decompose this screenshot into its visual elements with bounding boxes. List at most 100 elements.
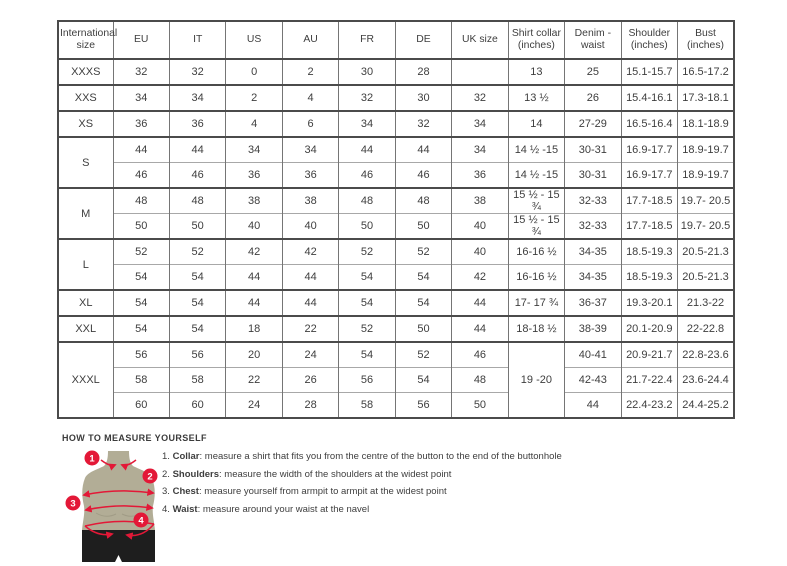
size-value-cell: 48	[394, 187, 453, 214]
size-value-cell: 14 ½ -15	[507, 136, 566, 163]
table-row: XXL 54 54 18 22 52 50 44 18-18 ½ 38-39 20.1-20.9 22…	[57, 315, 735, 342]
table-row: XXS 34 34 2 4 32 30 32 13 ½ 26 15.4-16.1 17.3-18.1	[57, 84, 735, 111]
size-value-cell: 30	[338, 58, 396, 85]
size-value-cell: 16-16 ½	[507, 264, 566, 290]
size-value-cell: 46	[451, 341, 509, 368]
size-value-cell: 44	[394, 136, 453, 163]
size-value-cell: 32	[112, 58, 170, 85]
size-value-cell: 40-41	[564, 341, 622, 368]
size-value-cell: 26	[564, 84, 622, 111]
measure-instruction-chest: 3. Chest: measure yourself from armpit t…	[162, 483, 562, 501]
size-value-cell: 54	[112, 264, 170, 290]
size-value-cell: 60	[112, 392, 170, 418]
size-value-cell: 54	[112, 289, 170, 316]
measure-instruction-shoulders: 2. Shoulders: measure the width of the s…	[162, 466, 562, 484]
measure-heading: HOW TO MEASURE YOURSELF	[62, 433, 207, 443]
column-header: DE	[394, 20, 453, 60]
size-value-cell	[451, 58, 509, 85]
table-row: XXXL 56 56 20 24 54 52 46 19 -20 40-41 20.9-21.7 22…	[57, 341, 735, 418]
instruction-term: Waist	[172, 503, 198, 515]
size-value-cell: 25	[564, 58, 622, 85]
size-value-cell: 50	[451, 392, 509, 418]
size-value-cell: 50	[168, 213, 227, 239]
column-header: Bust (inches)	[677, 20, 735, 60]
instruction-term: Shoulders	[172, 468, 220, 480]
size-table-body: XXXS 32 32 0 2 30 28 13 25 15.1-15.7 16.5-17.2 XXS 3…	[57, 58, 735, 418]
size-value-cell: 36	[225, 162, 283, 188]
intl-size-cell: XL	[57, 289, 114, 316]
size-value-cell: 20.5-21.3	[677, 238, 735, 265]
size-value-cell: 34-35	[564, 238, 622, 265]
size-value-cell: 50	[112, 213, 170, 239]
intl-size-cell: XXXS	[57, 58, 114, 85]
size-value-cell: 20	[225, 341, 283, 368]
size-value-cell: 32	[394, 110, 453, 137]
size-value-cell: 42	[451, 264, 509, 290]
size-value-cell: 48	[168, 187, 227, 214]
intl-size-cell: XXS	[57, 84, 114, 111]
size-value-cell: 24	[225, 392, 283, 418]
size-value-cell: 16.5-16.4	[620, 110, 679, 137]
size-value-cell: 2	[281, 58, 340, 85]
size-value-cell: 54	[338, 341, 396, 368]
size-value-cell: 40	[225, 213, 283, 239]
size-value-cell: 0	[225, 58, 283, 85]
size-value-cell: 36	[451, 162, 509, 188]
size-value-cell: 40	[451, 213, 509, 239]
table-row: S 44 44 34 34 44 44 34 14 ½ -15 30-31 16.9-17.7 18.…	[57, 136, 735, 188]
instruction-text: : measure around your waist at the navel	[197, 503, 370, 515]
size-value-cell: 18	[225, 315, 283, 342]
size-value-cell: 44	[338, 136, 396, 163]
size-value-cell: 46	[394, 162, 453, 188]
measure-instructions: 1. Collar: measure a shirt that fits you…	[162, 448, 562, 518]
size-value-cell: 46	[168, 162, 227, 188]
size-value-cell: 4	[281, 84, 340, 111]
size-value-cell: 32	[338, 84, 396, 111]
size-value-cell: 44	[168, 136, 227, 163]
table-row: 50 50 40 40 50 50 40 15 ½ - 15 ¾ 32-33 17.7-18.5 1…	[58, 213, 735, 239]
size-chart-table: International size EU IT US AU FR DE UK size Shi…	[57, 20, 735, 419]
size-value-cell: 16.9-17.7	[620, 162, 679, 188]
size-value-cell: 24.4-25.2	[677, 392, 735, 418]
size-value-cell: 30-31	[564, 136, 622, 163]
size-value-cell: 54	[394, 289, 453, 316]
instruction-term: Collar	[172, 451, 200, 462]
size-value-cell: 48	[112, 187, 170, 214]
size-value-cell: 34	[281, 136, 340, 163]
intl-size-cell: S	[57, 136, 114, 188]
size-value-cell: 22-22.8	[677, 315, 735, 342]
instruction-number: 1.	[162, 451, 170, 462]
column-header: International size	[57, 20, 117, 60]
column-header: Denim - waist	[564, 20, 622, 60]
size-value-cell: 18-18 ½	[507, 315, 566, 342]
size-value-cell: 17.7-18.5	[620, 187, 679, 214]
size-value-cell: 17.7-18.5	[620, 213, 679, 239]
column-header: UK size	[451, 20, 509, 60]
size-value-cell: 52	[112, 238, 170, 265]
table-row: XS 36 36 4 6 34 32 34 14 27-29 16.5-16.4 18.1-18.9	[57, 110, 735, 137]
size-value-cell: 44	[451, 289, 509, 316]
size-value-cell: 40	[451, 238, 509, 265]
size-value-cell: 20.9-21.7	[620, 341, 679, 368]
instruction-number: 3.	[162, 486, 170, 497]
marker-2-number: 2	[147, 471, 152, 482]
size-value-cell: 34	[451, 136, 509, 163]
size-value-cell: 44	[225, 289, 283, 316]
size-value-cell: 28	[281, 392, 340, 418]
mannequin-figure: 1 2 3 4	[65, 450, 158, 562]
size-value-cell: 32-33	[564, 187, 622, 214]
intl-size-cell: XXL	[57, 315, 114, 342]
size-value-cell: 56	[112, 341, 170, 368]
size-value-cell: 14 ½ -15	[507, 162, 566, 188]
column-header: EU	[112, 20, 170, 60]
table-row: XXXS 32 32 0 2 30 28 13 25 15.1-15.7 16.5-17.2	[57, 58, 735, 85]
size-value-cell: 58	[112, 367, 170, 393]
instruction-number: 4.	[162, 503, 170, 515]
size-value-cell: 54	[112, 315, 170, 342]
column-header: FR	[338, 20, 396, 60]
size-value-cell: 52	[338, 315, 396, 342]
size-value-cell: 2	[225, 84, 283, 111]
marker-3-number: 3	[70, 498, 75, 509]
mannequin-shorts	[82, 530, 155, 562]
instruction-number: 2.	[162, 468, 170, 480]
